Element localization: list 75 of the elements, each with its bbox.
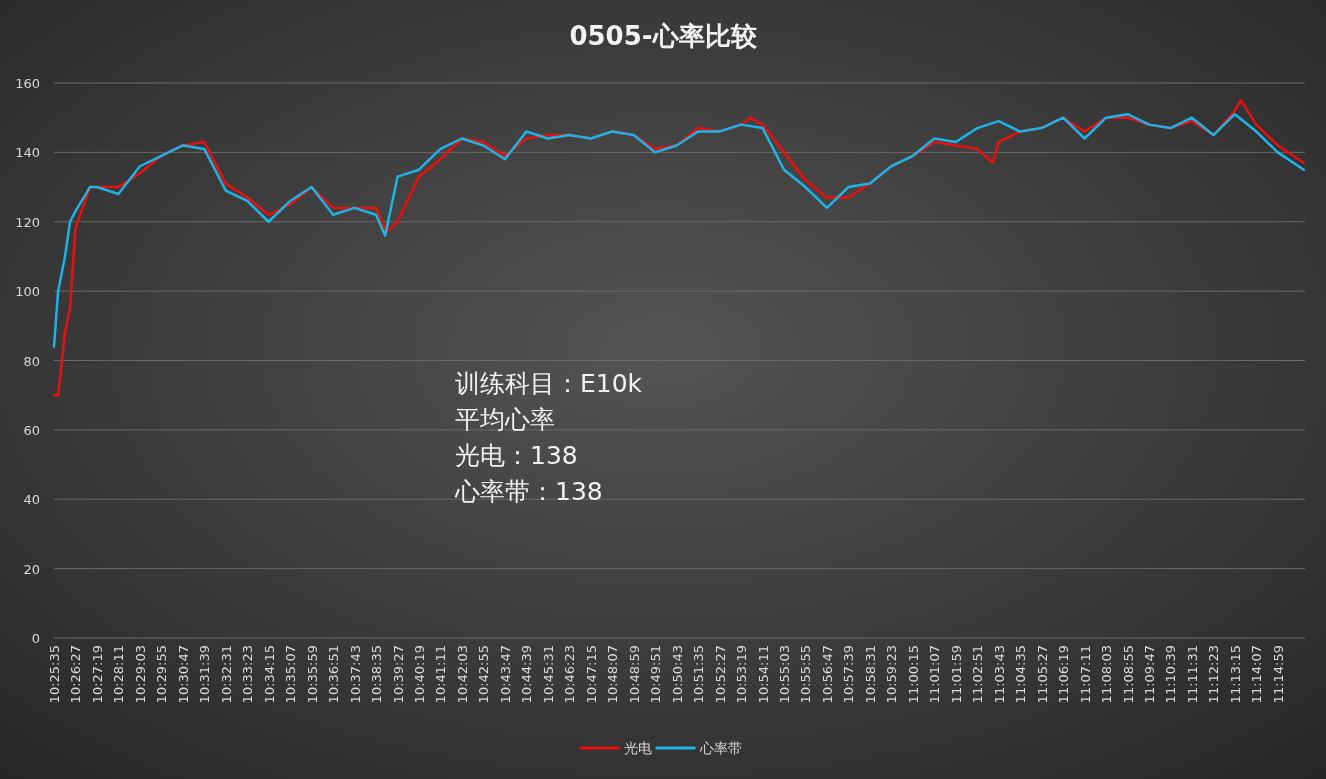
x-tick-label: 10:34:15: [261, 645, 277, 704]
x-tick-label: 10:49:51: [648, 645, 664, 704]
x-tick-label: 10:29:03: [132, 645, 148, 704]
x-tick-label: 10:29:55: [154, 645, 170, 704]
x-tick-label: 11:08:03: [1099, 645, 1115, 704]
x-tick-label: 10:50:43: [669, 645, 685, 704]
x-tick-label: 11:04:35: [1013, 645, 1029, 704]
x-tick-label: 10:28:11: [111, 645, 127, 704]
x-tick-label: 10:30:47: [175, 645, 191, 704]
y-tick-label: 140: [15, 145, 40, 161]
x-tick-label: 10:48:07: [605, 645, 621, 704]
x-tick-label: 10:39:27: [390, 645, 406, 704]
x-tick-label: 10:59:23: [884, 645, 900, 704]
x-tick-label: 11:14:59: [1270, 645, 1286, 704]
y-tick-label: 100: [15, 284, 40, 300]
x-tick-label: 11:02:51: [970, 645, 986, 704]
x-tick-label: 10:53:19: [734, 645, 750, 704]
x-tick-label: 10:46:23: [562, 645, 578, 704]
x-tick-label: 10:31:39: [197, 645, 213, 704]
x-tick-label: 10:55:55: [798, 645, 814, 704]
annotation: 平均心率: [455, 405, 555, 434]
y-tick-label: 60: [23, 422, 40, 438]
x-tick-label: 10:44:39: [519, 645, 535, 704]
x-tick-label: 10:51:35: [691, 645, 707, 704]
x-tick-label: 11:01:07: [927, 645, 943, 704]
x-tick-label: 11:09:47: [1142, 645, 1158, 704]
x-tick-label: 11:13:15: [1227, 645, 1243, 704]
y-tick-label: 0: [31, 631, 40, 646]
x-tick-label: 10:37:43: [347, 645, 363, 704]
x-tick-label: 11:06:19: [1056, 645, 1072, 704]
x-tick-label: 10:35:59: [304, 645, 320, 704]
x-tick-label: 10:45:31: [540, 645, 556, 704]
x-tick-label: 11:03:43: [991, 645, 1007, 704]
x-tick-label: 10:25:35: [47, 645, 62, 704]
annotation: 训练科目：E10k: [455, 369, 643, 398]
x-tick-label: 10:47:15: [583, 645, 599, 704]
legend-label: 心率带: [698, 740, 742, 756]
y-tick-label: 80: [23, 353, 40, 369]
x-tick-label: 10:58:31: [862, 645, 878, 704]
x-tick-label: 10:55:03: [777, 645, 792, 704]
x-tick-label: 10:36:51: [326, 645, 342, 704]
y-tick-label: 40: [23, 492, 40, 508]
x-tick-label: 11:12:23: [1206, 645, 1222, 704]
legend-label: 光电: [623, 740, 652, 756]
x-tick-label: 11:11:31: [1184, 645, 1200, 704]
x-tick-label: 10:48:59: [626, 645, 642, 704]
x-tick-label: 10:43:47: [497, 645, 513, 704]
x-tick-label: 11:00:15: [905, 645, 921, 704]
x-tick-label: 10:35:07: [283, 645, 299, 704]
x-tick-label: 11:10:39: [1163, 645, 1179, 704]
x-tick-label: 11:07:11: [1077, 645, 1093, 704]
x-tick-label: 10:57:39: [841, 645, 857, 704]
y-tick-label: 20: [23, 561, 40, 577]
x-tick-label: 10:42:03: [454, 645, 470, 704]
x-tick-label: 10:42:55: [476, 645, 492, 704]
y-tick-label: 160: [15, 76, 40, 91]
x-tick-label: 11:05:27: [1034, 645, 1050, 704]
line-series: [52, 112, 1306, 348]
x-tick-label: 11:01:59: [948, 645, 964, 704]
x-tick-label: 10:41:11: [433, 645, 449, 704]
x-tick-label: 10:26:27: [68, 645, 84, 704]
x-tick-label: 10:52:27: [712, 645, 728, 704]
x-tick-label: 10:33:23: [240, 645, 256, 704]
x-tick-label: 10:40:19: [411, 645, 427, 704]
x-tick-label: 10:32:31: [218, 645, 234, 704]
x-tick-label: 10:38:35: [369, 645, 385, 704]
x-tick-label: 10:27:19: [89, 645, 105, 704]
chart-title: 0505-心率比较: [569, 21, 758, 51]
x-tick-label: 10:56:47: [819, 645, 835, 704]
x-tick-label: 11:08:55: [1120, 645, 1136, 704]
y-tick-label: 120: [15, 214, 40, 230]
x-tick-label: 10:54:11: [755, 645, 771, 704]
annotation: 光电：138: [455, 441, 578, 470]
x-tick-label: 11:14:07: [1249, 645, 1265, 704]
annotation: 心率带：138: [454, 477, 603, 506]
